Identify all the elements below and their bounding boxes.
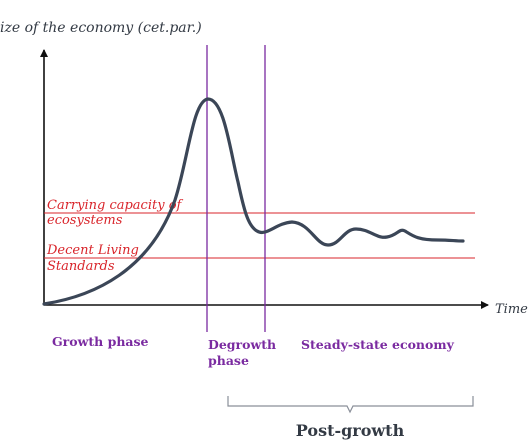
post-growth-label: Post-growth: [296, 421, 405, 440]
growth-phase-label: Growth phase: [52, 334, 149, 349]
y-axis-label: ize of the economy (cet.par.): [0, 20, 202, 36]
economy-curve: [42, 97, 465, 306]
degrowth-phase-label: Degrowth phase: [208, 337, 280, 368]
decent-living-standards-label: Decent Living Standards: [46, 243, 143, 274]
post-growth-brace: [227, 396, 474, 414]
carrying-capacity-label: Carrying capacity of ecosystems: [47, 198, 185, 228]
steady-state-label: Steady-state economy: [301, 337, 455, 352]
x-axis-label: Time: [495, 302, 528, 317]
